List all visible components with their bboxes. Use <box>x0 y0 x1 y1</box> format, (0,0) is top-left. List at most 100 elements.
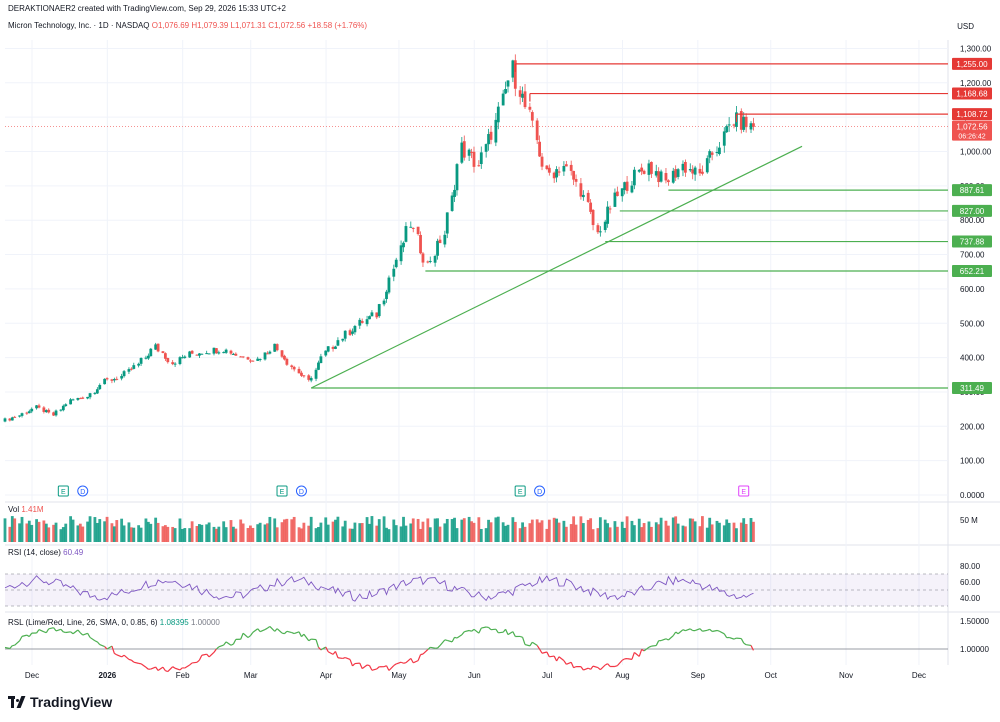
volume-bar <box>166 526 170 542</box>
rsl-line-segment <box>38 629 45 633</box>
rsl-line-segment <box>743 642 747 646</box>
candle-body <box>545 165 549 170</box>
volume-bar <box>120 518 124 542</box>
rsl-line-segment <box>242 632 249 638</box>
rsl-line-segment <box>437 645 441 649</box>
candle-body <box>496 106 500 123</box>
volume-bar <box>144 518 148 542</box>
candle-body <box>343 330 347 339</box>
volume-bar <box>215 528 218 542</box>
x-tick-label: Jul <box>542 671 552 680</box>
rsl-line-segment <box>342 656 346 659</box>
rsl-axis-label: 1.00000 <box>960 645 989 654</box>
candle-body <box>579 183 583 197</box>
candle-body <box>173 363 177 365</box>
candle-body <box>353 326 357 333</box>
volume-bar <box>625 516 629 542</box>
volume-bar <box>564 526 568 542</box>
rsl-legend[interactable]: RSL (Lime/Red, Line, 26, SMA, 0, 0.85, 6… <box>8 618 220 627</box>
rsi-legend[interactable]: RSI (14, close) 60.49 <box>8 548 83 557</box>
y-tick-label: 0.0000 <box>960 491 985 500</box>
candle-body <box>81 397 85 399</box>
candle-body <box>540 156 544 167</box>
volume-bar <box>705 527 709 542</box>
rsl-line-segment <box>157 666 164 671</box>
volume-bar <box>735 528 738 542</box>
rsl-line-segment <box>223 641 227 646</box>
currency-label[interactable]: USD <box>957 22 974 31</box>
rsl-line-segment <box>130 659 135 663</box>
candle-body <box>78 398 82 400</box>
candle-body <box>489 131 493 140</box>
candle-body <box>256 358 260 361</box>
candle-body <box>506 80 510 87</box>
volume-bar <box>591 529 595 542</box>
rsl-line-segment <box>648 645 652 648</box>
resistance-price-tag <box>952 108 992 121</box>
volume-bar <box>234 528 238 542</box>
candle-body <box>467 149 471 156</box>
rsl-line-segment <box>65 631 71 634</box>
candle-body <box>351 331 354 334</box>
volume-legend[interactable]: Vol 1.41M <box>8 505 44 514</box>
volume-bar <box>132 527 136 542</box>
volume-bar <box>198 524 201 542</box>
candle-body <box>69 399 73 405</box>
candle-body <box>229 350 233 354</box>
rsl-line-segment <box>140 663 147 668</box>
candle-body <box>552 172 556 179</box>
rsl-line-segment <box>454 636 458 639</box>
volume-bar <box>460 519 464 542</box>
rsl-line-segment <box>111 645 115 654</box>
candle-body <box>127 369 131 372</box>
rsl-line-segment <box>549 655 555 658</box>
volume-bar <box>69 516 73 542</box>
rsl-line-segment <box>498 631 504 634</box>
volume-bar <box>59 529 63 542</box>
rsl-line-segment <box>349 659 354 667</box>
volume-bar <box>377 519 381 542</box>
candle-body <box>309 377 313 381</box>
volume-bar <box>462 518 466 542</box>
candle-body <box>749 123 753 130</box>
candle-body <box>421 253 425 263</box>
rsl-line-segment <box>45 628 50 633</box>
rsl-line-segment <box>155 666 159 671</box>
rsl-line-segment <box>133 661 139 664</box>
tradingview-logo[interactable]: TradingView <box>8 694 112 710</box>
rsl-line-segment <box>553 655 558 662</box>
candle-body <box>615 191 619 196</box>
tradingview-icon <box>8 696 26 708</box>
volume-bar <box>149 523 153 542</box>
volume-bar <box>249 525 252 542</box>
volume-bar <box>416 518 420 542</box>
volume-bar <box>88 516 92 542</box>
bar-countdown-label: 06:26:42 <box>958 134 985 141</box>
volume-bar <box>302 522 306 542</box>
candle-body <box>44 410 48 413</box>
candle-body <box>436 240 439 256</box>
candle-body <box>200 353 204 355</box>
candle-body <box>676 169 680 177</box>
rsl-line-segment <box>184 664 190 669</box>
support-price-label: 887.61 <box>960 186 985 195</box>
candle-body <box>688 169 692 171</box>
volume-bar <box>8 526 12 542</box>
rsl-line-segment <box>396 661 402 665</box>
rsl-line-segment <box>702 629 708 632</box>
rsl-line-segment <box>225 641 232 646</box>
candle-body <box>691 169 695 174</box>
candle-body <box>163 353 167 359</box>
candle-body <box>564 164 568 167</box>
volume-bar <box>266 523 269 542</box>
candle-body <box>195 354 199 356</box>
candle-body <box>132 365 136 369</box>
volume-bar <box>224 527 228 542</box>
volume-bar <box>496 516 500 542</box>
candle-body <box>275 344 279 351</box>
candle-body <box>705 158 709 173</box>
candle-body <box>10 417 14 421</box>
volume-bar <box>190 521 194 542</box>
volume-bar <box>307 525 311 542</box>
